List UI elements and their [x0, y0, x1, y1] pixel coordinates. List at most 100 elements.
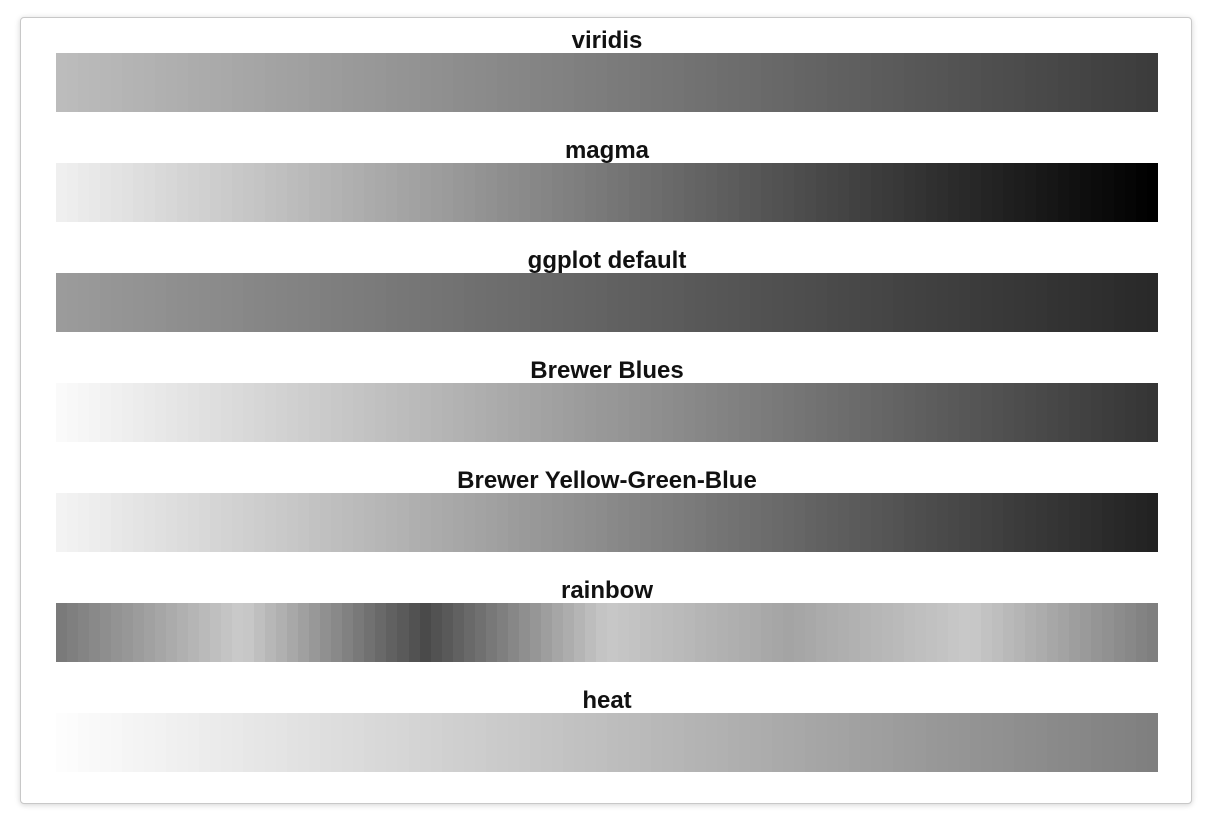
colour-swatch — [166, 53, 178, 112]
colour-swatch — [926, 383, 938, 442]
colour-swatch — [474, 273, 486, 332]
colour-swatch — [1003, 603, 1015, 662]
colour-swatch — [871, 383, 883, 442]
colour-swatch — [816, 713, 828, 772]
colour-swatch — [606, 713, 618, 772]
colour-swatch — [937, 603, 949, 662]
colour-swatch — [683, 53, 695, 112]
colour-swatch — [992, 163, 1004, 222]
colour-swatch — [78, 493, 90, 552]
colour-swatch — [254, 493, 266, 552]
colour-swatch — [155, 163, 167, 222]
colour-swatch — [827, 493, 839, 552]
colour-swatch — [166, 163, 178, 222]
colour-swatch — [1003, 273, 1015, 332]
colour-swatch — [661, 493, 673, 552]
colour-swatch — [276, 53, 288, 112]
colour-swatch — [606, 163, 618, 222]
colour-swatch — [738, 493, 750, 552]
colour-swatch — [1058, 383, 1070, 442]
colour-swatch — [606, 603, 618, 662]
colour-swatch — [772, 713, 784, 772]
colour-swatch — [133, 493, 145, 552]
colour-swatch — [794, 273, 806, 332]
colour-swatch — [584, 383, 596, 442]
colour-swatch — [1080, 603, 1092, 662]
colour-swatch — [540, 163, 552, 222]
colour-swatch — [970, 383, 982, 442]
colour-swatch — [981, 163, 993, 222]
colour-swatch — [783, 383, 795, 442]
colour-swatch — [1091, 713, 1103, 772]
colour-swatch — [860, 383, 872, 442]
colour-swatch — [111, 383, 123, 442]
colour-swatch — [56, 163, 68, 222]
colour-swatch — [100, 713, 112, 772]
colour-swatch — [882, 383, 894, 442]
colour-swatch — [144, 53, 156, 112]
colour-swatch — [199, 493, 211, 552]
colour-swatch — [650, 383, 662, 442]
colour-swatch — [287, 53, 299, 112]
colour-swatch — [441, 53, 453, 112]
colour-swatch — [507, 53, 519, 112]
colour-swatch — [1036, 53, 1048, 112]
colour-swatch — [133, 383, 145, 442]
colour-swatch — [243, 493, 255, 552]
colour-swatch — [1102, 713, 1114, 772]
colour-swatch — [188, 163, 200, 222]
colour-swatch — [89, 273, 101, 332]
colour-swatch — [783, 603, 795, 662]
colour-swatch — [1113, 713, 1125, 772]
colour-swatch — [298, 273, 310, 332]
colour-swatch — [1003, 53, 1015, 112]
colour-swatch — [529, 713, 541, 772]
colour-swatch — [386, 53, 398, 112]
colour-swatch — [1047, 273, 1059, 332]
colour-swatch — [749, 53, 761, 112]
palette-title: ggplot default — [527, 247, 687, 274]
colour-swatch — [849, 713, 861, 772]
colour-swatch — [67, 383, 79, 442]
colour-swatch — [794, 383, 806, 442]
colour-swatch — [661, 273, 673, 332]
colour-swatch — [320, 273, 332, 332]
colour-swatch — [904, 603, 916, 662]
colour-swatch — [948, 493, 960, 552]
colour-swatch — [375, 713, 387, 772]
colour-swatch — [397, 603, 409, 662]
colour-swatch — [761, 603, 773, 662]
colour-swatch — [1091, 493, 1103, 552]
colour-swatch — [298, 713, 310, 772]
colour-swatch — [1025, 273, 1037, 332]
colour-swatch — [111, 713, 123, 772]
palette-panel: ggplot default — [56, 237, 1158, 349]
colour-swatch — [694, 713, 706, 772]
colour-swatch — [111, 273, 123, 332]
colour-swatch — [794, 493, 806, 552]
colour-swatch — [628, 383, 640, 442]
colour-swatch — [838, 383, 850, 442]
colour-swatch — [716, 603, 728, 662]
colour-swatch — [904, 493, 916, 552]
colour-strip — [56, 603, 1158, 662]
colour-swatch — [320, 493, 332, 552]
colour-swatch — [838, 713, 850, 772]
colour-swatch — [716, 713, 728, 772]
colour-swatch — [529, 493, 541, 552]
colour-swatch — [386, 163, 398, 222]
colour-swatch — [78, 383, 90, 442]
colour-swatch — [320, 713, 332, 772]
colour-swatch — [474, 603, 486, 662]
colour-swatch — [893, 163, 905, 222]
colour-swatch — [1036, 603, 1048, 662]
colour-swatch — [970, 273, 982, 332]
colour-swatch — [441, 273, 453, 332]
colour-swatch — [353, 163, 365, 222]
colour-swatch — [364, 603, 376, 662]
colour-swatch — [959, 713, 971, 772]
colour-swatch — [661, 603, 673, 662]
colour-swatch — [772, 493, 784, 552]
colour-swatch — [1069, 163, 1081, 222]
colour-swatch — [111, 53, 123, 112]
